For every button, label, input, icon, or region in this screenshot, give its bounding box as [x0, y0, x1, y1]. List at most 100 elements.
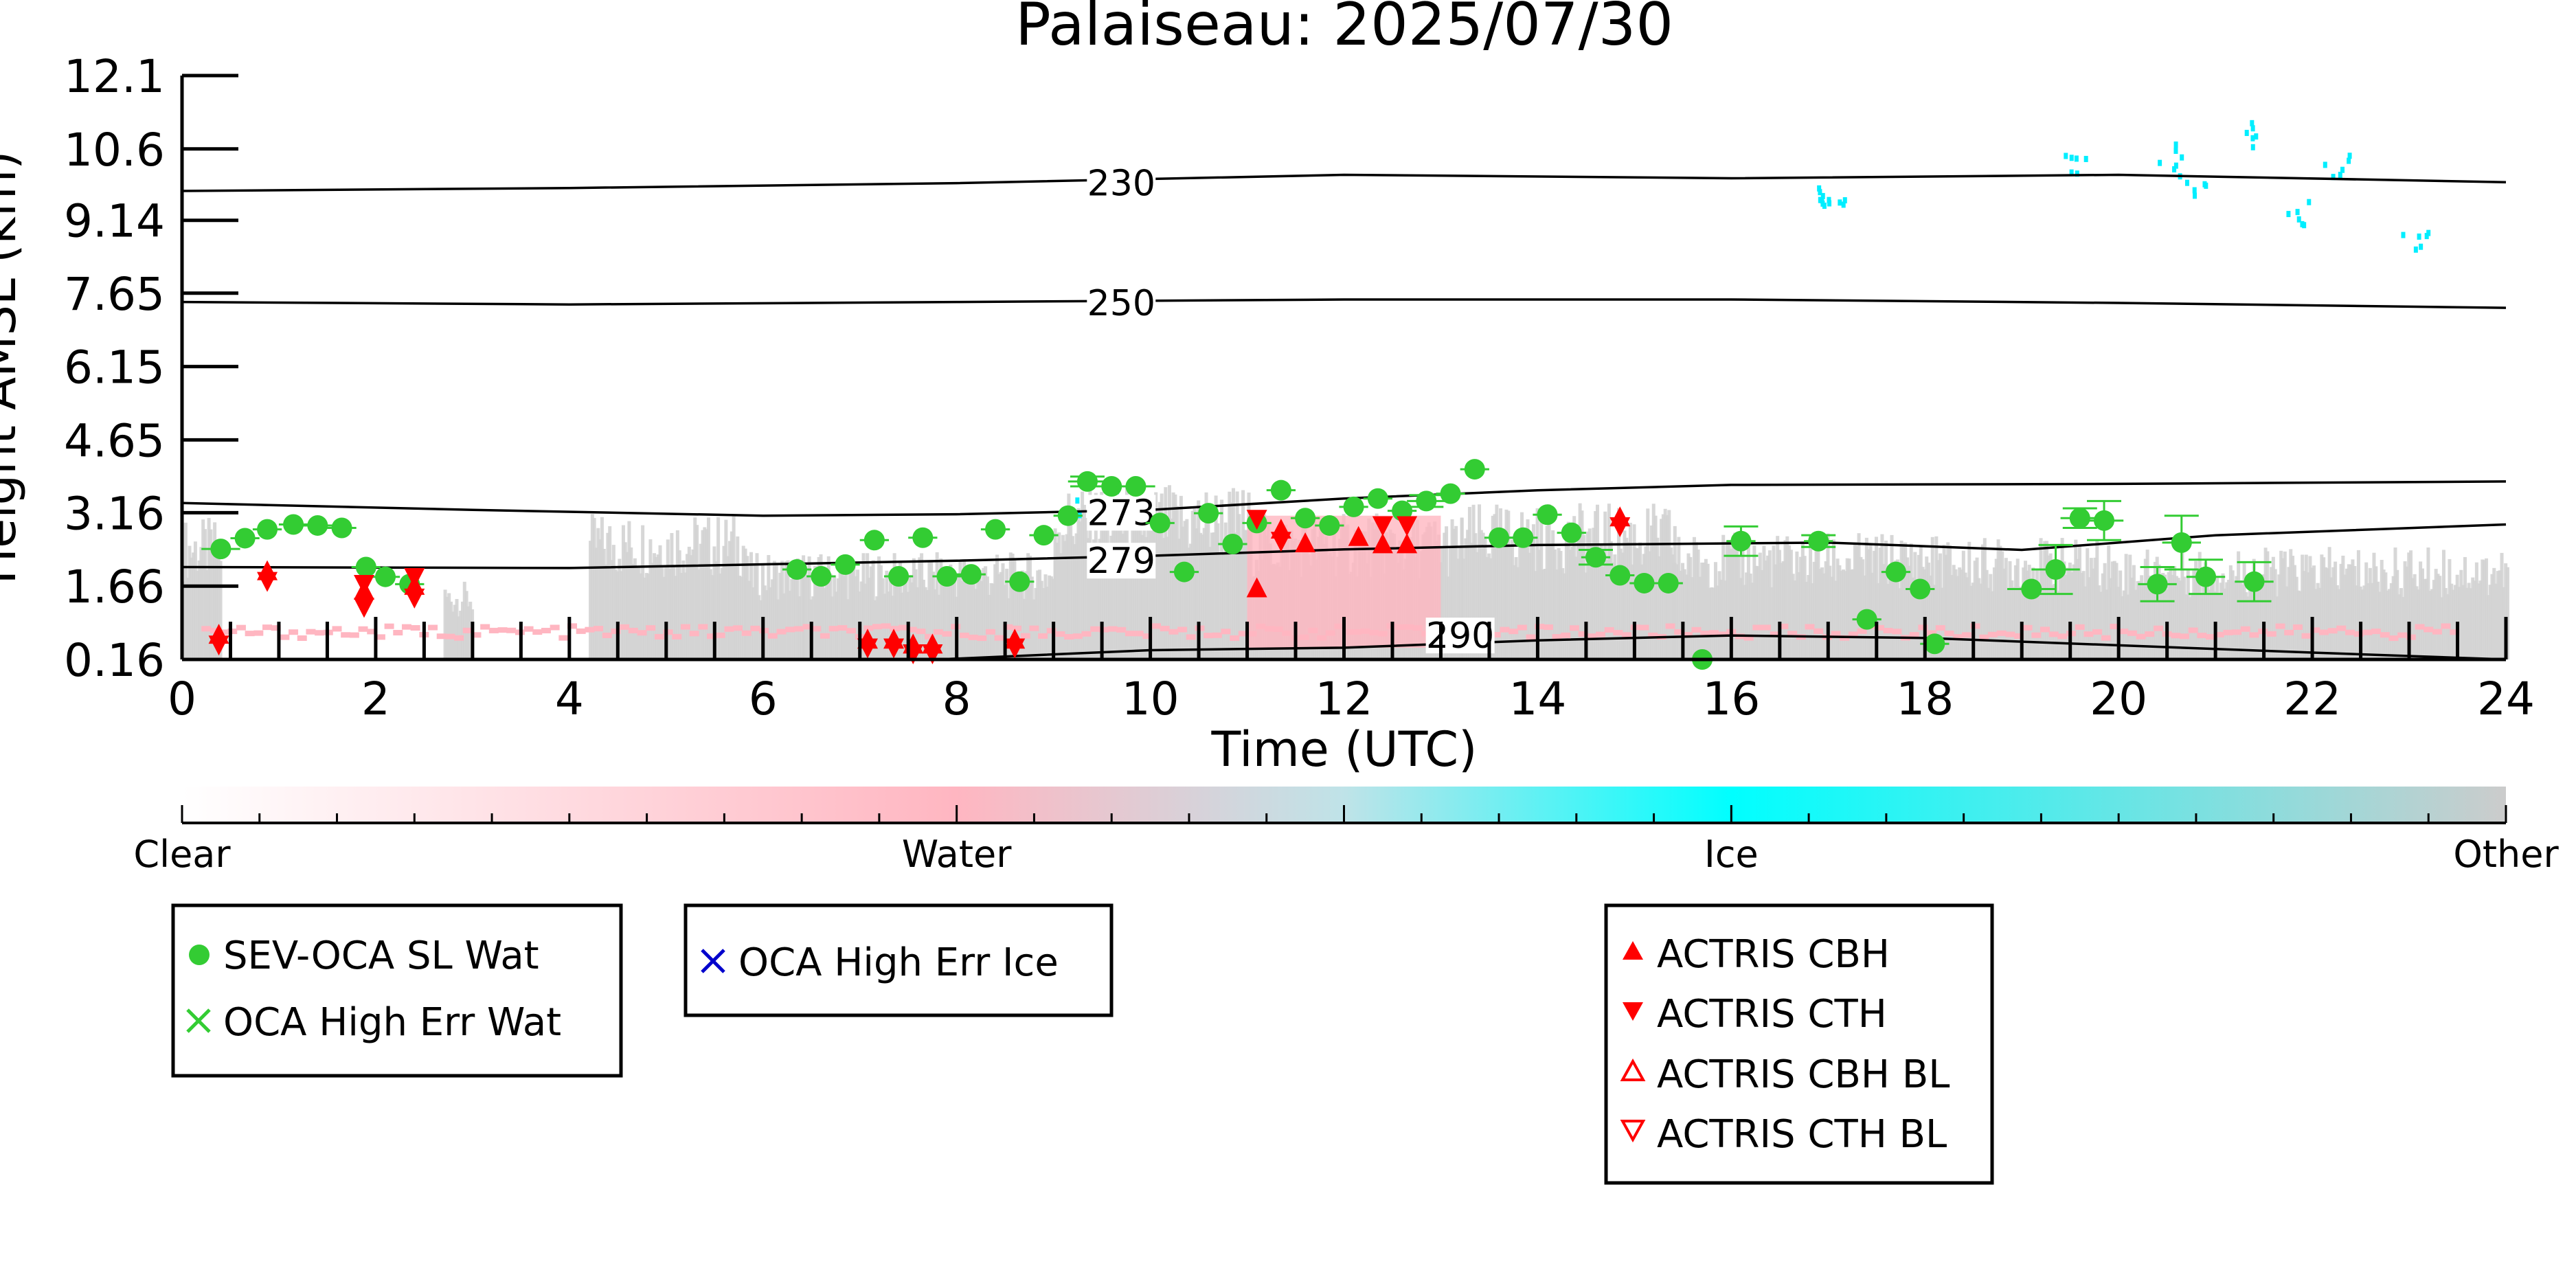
cloud-column	[1563, 573, 1567, 659]
water-patch	[890, 626, 900, 632]
cloud-column	[852, 561, 856, 659]
cloud-column	[2397, 594, 2402, 659]
water-patch	[2310, 627, 2320, 633]
cloud-column	[2097, 585, 2101, 659]
cloud-column	[724, 519, 728, 659]
water-patch	[2266, 631, 2276, 637]
cloud-column	[2323, 567, 2327, 659]
cloud-column	[1725, 541, 1729, 659]
water-patch	[1587, 633, 1597, 640]
cloud-column	[1522, 546, 1526, 659]
water-patch	[663, 629, 673, 635]
cloud-column	[1576, 534, 1580, 659]
cloud-column	[1202, 528, 1206, 659]
water-patch	[1125, 631, 1135, 637]
water-patch	[349, 632, 359, 638]
cloud-column	[443, 589, 447, 659]
chart-title: Palaiseau: 2025/07/30	[1015, 0, 1673, 59]
cloud-column	[2227, 579, 2231, 659]
cloud-column	[2301, 554, 2305, 659]
cloud-column	[2410, 578, 2415, 659]
cloud-column	[1981, 544, 1985, 659]
cloud-column	[2081, 571, 2086, 659]
water-patch	[332, 626, 342, 632]
cloud-column	[642, 577, 646, 659]
water-patch	[828, 626, 839, 632]
water-patch	[1535, 624, 1545, 630]
cloud-column	[1533, 571, 1537, 659]
water-patch	[2362, 629, 2373, 635]
water-patch	[985, 629, 995, 635]
cloud-column	[209, 529, 213, 659]
water-patch	[1090, 626, 1100, 632]
cloud-column	[1754, 565, 1759, 659]
cloud-column	[2002, 568, 2007, 659]
cloud-column	[2228, 565, 2233, 659]
water-patch	[506, 627, 517, 633]
cloud-column	[1987, 587, 1991, 659]
cloud-column	[1958, 567, 1962, 659]
cloud-column	[2077, 544, 2081, 659]
water-patch	[1831, 631, 1841, 637]
cloud-column	[2277, 574, 2281, 659]
cloud-column	[1745, 572, 1749, 659]
water-patch	[811, 626, 822, 632]
water-patch	[1883, 628, 1893, 634]
cloud-column	[1748, 573, 1752, 659]
water-patch	[1752, 624, 1763, 631]
water-patch	[1996, 630, 2007, 636]
cloud-column	[805, 576, 809, 659]
cloud-column	[1514, 557, 1518, 659]
cloud-column	[1594, 511, 1598, 659]
cloud-column	[1842, 569, 1846, 659]
cloud-column	[1814, 538, 1818, 659]
cloud-column	[726, 556, 730, 659]
cloud-column	[774, 563, 778, 659]
cloud-column	[1963, 572, 1967, 659]
cloud-column	[1069, 520, 1073, 659]
cloud-column	[2230, 570, 2235, 659]
cloud-column	[594, 547, 598, 659]
cloud-column	[745, 556, 749, 659]
cloud-column	[1692, 536, 1696, 659]
sev-oca-point	[1270, 479, 1291, 501]
actris-cth-point	[883, 638, 905, 659]
cloud-column	[1706, 563, 1710, 659]
cloud-column	[1630, 564, 1634, 659]
cloud-column	[1051, 578, 1055, 659]
cloud-column	[1787, 545, 1792, 659]
cloud-column	[1510, 539, 1514, 659]
cloud-column	[718, 573, 722, 659]
cloud-column	[1464, 538, 1468, 659]
water-patch	[2197, 633, 2207, 639]
ice-pixel	[2331, 174, 2336, 181]
cloud-column	[2285, 586, 2289, 659]
cloud-column	[1516, 567, 1520, 659]
water-patch	[567, 623, 578, 629]
water-patch	[654, 633, 664, 640]
cloud-column	[765, 590, 769, 659]
isotherm-label-bg	[1087, 285, 1156, 321]
cloud-column	[1649, 525, 1653, 659]
isotherm-250	[181, 298, 2507, 309]
cloud-column	[1072, 544, 1076, 659]
cloud-column	[2132, 565, 2136, 659]
cloud-column	[1991, 591, 1995, 659]
water-patch	[497, 627, 508, 633]
cloud-column	[1015, 583, 1019, 659]
water-patch	[2110, 623, 2120, 629]
cloud-column	[2134, 589, 2138, 659]
cloud-column	[641, 525, 645, 659]
y-tick-label: 10.6	[64, 124, 165, 177]
sev-oca-point	[1149, 512, 1171, 534]
cloud-column	[1864, 537, 1868, 659]
ice-pixel	[2069, 169, 2074, 176]
cloud-column	[1448, 545, 1452, 659]
ice-pixel	[2295, 209, 2300, 216]
water-patch	[2450, 629, 2460, 635]
cloud-column	[2119, 570, 2123, 659]
cloud-column	[1452, 528, 1456, 659]
cloud-column	[1462, 558, 1466, 659]
x-tick-label: 4	[555, 673, 584, 725]
